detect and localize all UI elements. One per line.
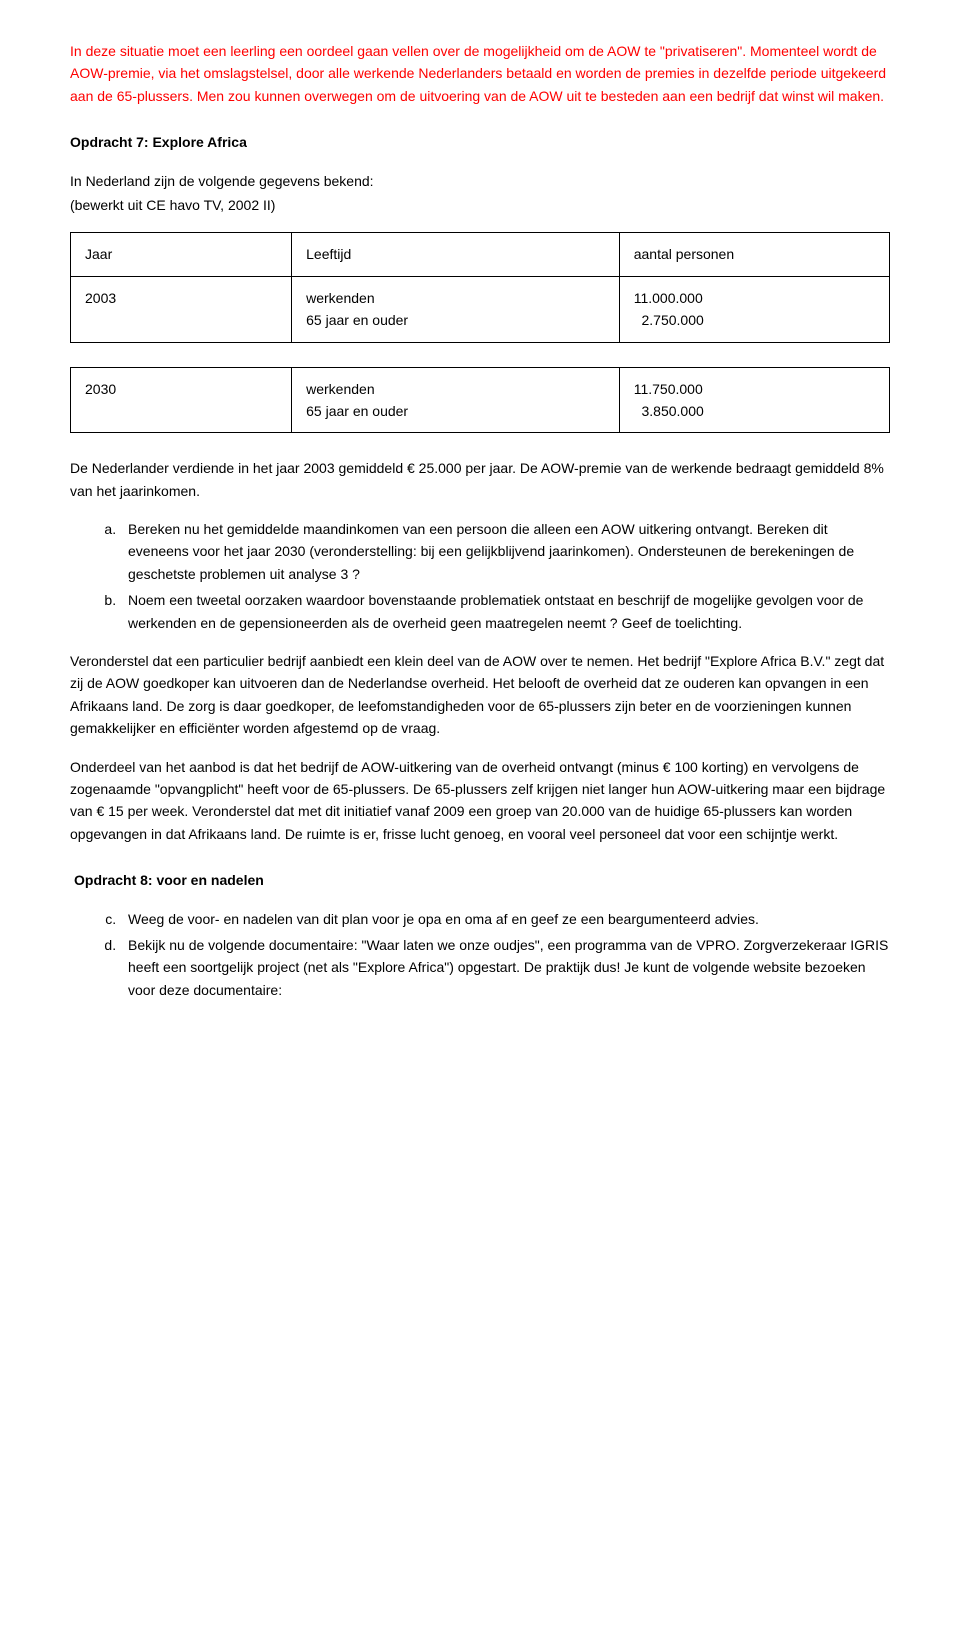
opdracht7-intro-line1: In Nederland zijn de volgende gegevens b… <box>70 170 890 192</box>
cell-leeftijd: werkenden 65 jaar en ouder <box>292 367 620 433</box>
header-aantal: aantal personen <box>619 233 889 276</box>
scenario-paragraph-1: Veronderstel dat een particulier bedrijf… <box>70 650 890 740</box>
scenario-paragraph-2: Onderdeel van het aanbod is dat het bedr… <box>70 756 890 846</box>
table-header-row: Jaar Leeftijd aantal personen <box>71 233 890 276</box>
cell-text: 11.750.000 <box>634 378 875 400</box>
header-jaar: Jaar <box>71 233 292 276</box>
cell-text: 2.750.000 <box>634 309 875 331</box>
data-table-1: Jaar Leeftijd aantal personen 2003 werke… <box>70 232 890 342</box>
question-list-ab: Bereken nu het gemiddelde maandinkomen v… <box>70 518 890 634</box>
cell-jaar: 2030 <box>71 367 292 433</box>
cell-text: 3.850.000 <box>634 400 875 422</box>
question-list-cd: Weeg de voor- en nadelen van dit plan vo… <box>70 908 890 1002</box>
data-table-2: 2030 werkenden 65 jaar en ouder 11.750.0… <box>70 367 890 434</box>
table-row: 2030 werkenden 65 jaar en ouder 11.750.0… <box>71 367 890 433</box>
opdracht8-title: Opdracht 8: voor en nadelen <box>74 869 890 891</box>
cell-jaar: 2003 <box>71 276 292 342</box>
cell-aantal: 11.000.000 2.750.000 <box>619 276 889 342</box>
cell-text: werkenden <box>306 378 605 400</box>
opdracht7-intro-line2: (bewerkt uit CE havo TV, 2002 II) <box>70 194 890 216</box>
cell-text: werkenden <box>306 287 605 309</box>
intro-paragraph: In deze situatie moet een leerling een o… <box>70 40 890 107</box>
list-item-b: Noem een tweetal oorzaken waardoor boven… <box>120 589 890 634</box>
cell-text: 65 jaar en ouder <box>306 400 605 422</box>
cell-text: 11.000.000 <box>634 287 875 309</box>
list-item-a: Bereken nu het gemiddelde maandinkomen v… <box>120 518 890 585</box>
cell-aantal: 11.750.000 3.850.000 <box>619 367 889 433</box>
cell-text: 65 jaar en ouder <box>306 309 605 331</box>
middle-paragraph: De Nederlander verdiende in het jaar 200… <box>70 457 890 502</box>
cell-leeftijd: werkenden 65 jaar en ouder <box>292 276 620 342</box>
list-item-c: Weeg de voor- en nadelen van dit plan vo… <box>120 908 890 930</box>
opdracht7-title: Opdracht 7: Explore Africa <box>70 131 890 153</box>
table-row: 2003 werkenden 65 jaar en ouder 11.000.0… <box>71 276 890 342</box>
list-item-d: Bekijk nu de volgende documentaire: "Waa… <box>120 934 890 1001</box>
header-leeftijd: Leeftijd <box>292 233 620 276</box>
